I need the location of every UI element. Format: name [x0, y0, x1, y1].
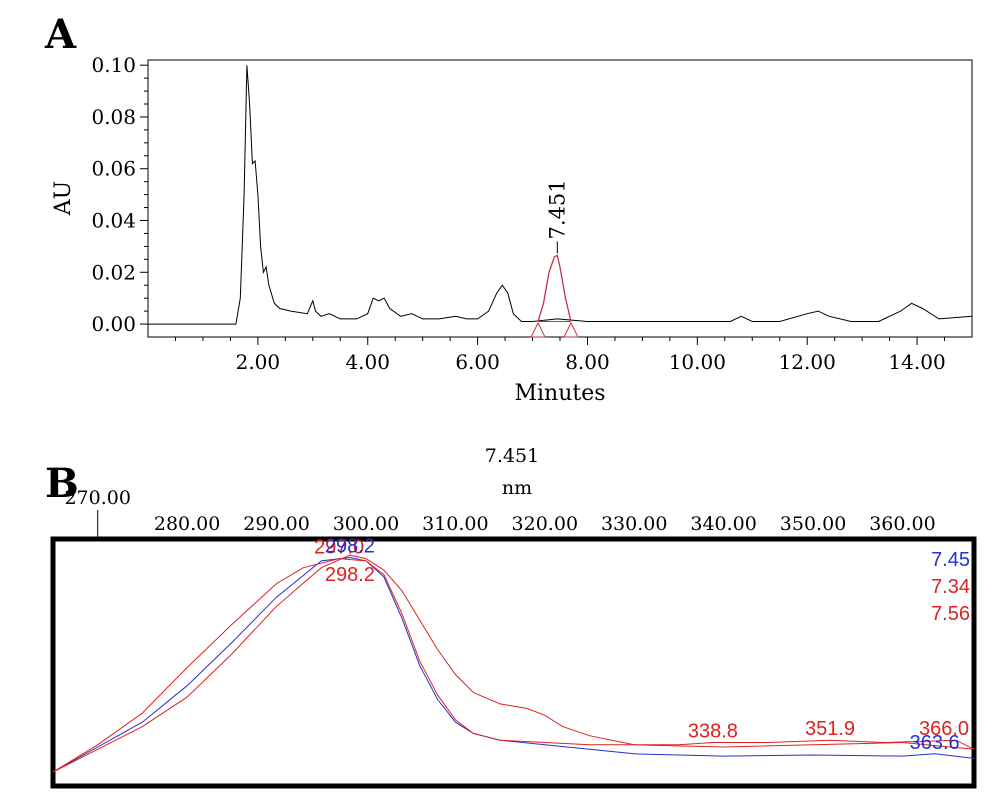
spectrum-peak-label: 298.2 — [325, 535, 375, 557]
x-tick-label: 2.00 — [236, 350, 281, 374]
legend-entry: 7.34 — [931, 576, 970, 598]
x-tick-label-lower: 280.00 — [154, 513, 220, 535]
spectrum-peak-label: 338.8 — [688, 720, 738, 742]
x-tick-label-lower: 310.00 — [422, 513, 488, 535]
y-tick-label: 0.06 — [91, 157, 136, 181]
panel-a-series — [148, 65, 973, 325]
spectrum-line — [52, 554, 975, 773]
panel-a-label: A — [44, 11, 77, 58]
chromatogram-line — [148, 65, 973, 325]
x-tick-label: 6.00 — [455, 350, 500, 374]
x-tick-label-lower: 340.00 — [690, 513, 756, 535]
panel-b-series — [52, 554, 975, 773]
x-tick-label-lower: 330.00 — [601, 513, 667, 535]
spectrum-line — [52, 556, 975, 773]
x-tick-label: 4.00 — [345, 350, 390, 374]
panel-a-annotations: 7.451 — [545, 179, 569, 254]
x-tick-label: 12.00 — [779, 350, 836, 374]
spectrum-peak-label: 351.9 — [805, 718, 855, 740]
y-tick-label: 0.00 — [91, 312, 136, 336]
panel-a-xlabel: Minutes — [514, 381, 605, 406]
panel-b-header: 7.451 — [485, 445, 539, 467]
panel-a-ylabel: AU — [51, 181, 76, 216]
legend-entry: 7.56 — [931, 603, 970, 625]
panel-a-chart: 2.00 4.00 6.00 8.00 10.00 12.00 14.00 0.00 0.02 0… — [51, 53, 973, 406]
spectrum-peak-label: 297.0 — [314, 537, 364, 559]
spectrum-peak-label: 298.2 — [325, 564, 375, 586]
panel-b-label: B — [45, 460, 79, 507]
x-tick-label-lower: 320.00 — [512, 513, 578, 535]
x-tick-label-upper: 270.00 — [64, 487, 130, 509]
panel-b-unit: nm — [502, 477, 532, 499]
x-tick-label: 10.00 — [669, 350, 726, 374]
panel-b-chart: 270.00 280.00 290.00 300.00 310.00 320.00 330.… — [50, 487, 977, 789]
panel-a-ticks: 2.00 4.00 6.00 8.00 10.00 12.00 14.00 0.00 0.02 0… — [91, 53, 945, 374]
y-tick-label: 0.10 — [91, 53, 136, 77]
spectrum-peak-label: 363.6 — [910, 732, 960, 754]
spectrum-line — [52, 558, 975, 773]
panel-b-plot-frame — [50, 536, 977, 789]
peak-integration-line — [537, 254, 572, 322]
peak-retention-label: 7.451 — [545, 179, 569, 239]
y-tick-label: 0.04 — [91, 209, 136, 233]
legend-entry: 7.45 — [931, 549, 970, 571]
x-tick-label-lower: 350.00 — [780, 513, 846, 535]
x-tick-label: 8.00 — [565, 350, 610, 374]
panel-b-legend: 7.45 7.34 7.56 — [931, 549, 970, 625]
y-tick-label: 0.02 — [91, 260, 136, 284]
y-tick-label: 0.08 — [91, 105, 136, 129]
peak-marker-triangle — [563, 321, 579, 338]
x-tick-label-lower: 360.00 — [869, 513, 935, 535]
spectrum-peak-label: 366.0 — [919, 718, 969, 740]
x-tick-label: 14.00 — [888, 350, 945, 374]
peak-marker-triangle — [530, 321, 546, 338]
panel-b-ticks: 270.00 280.00 290.00 300.00 310.00 320.00 330.… — [64, 487, 936, 537]
x-tick-label-lower: 290.00 — [243, 513, 309, 535]
panel-a-peak-markers — [530, 321, 579, 338]
x-tick-label-lower: 300.00 — [333, 513, 399, 535]
